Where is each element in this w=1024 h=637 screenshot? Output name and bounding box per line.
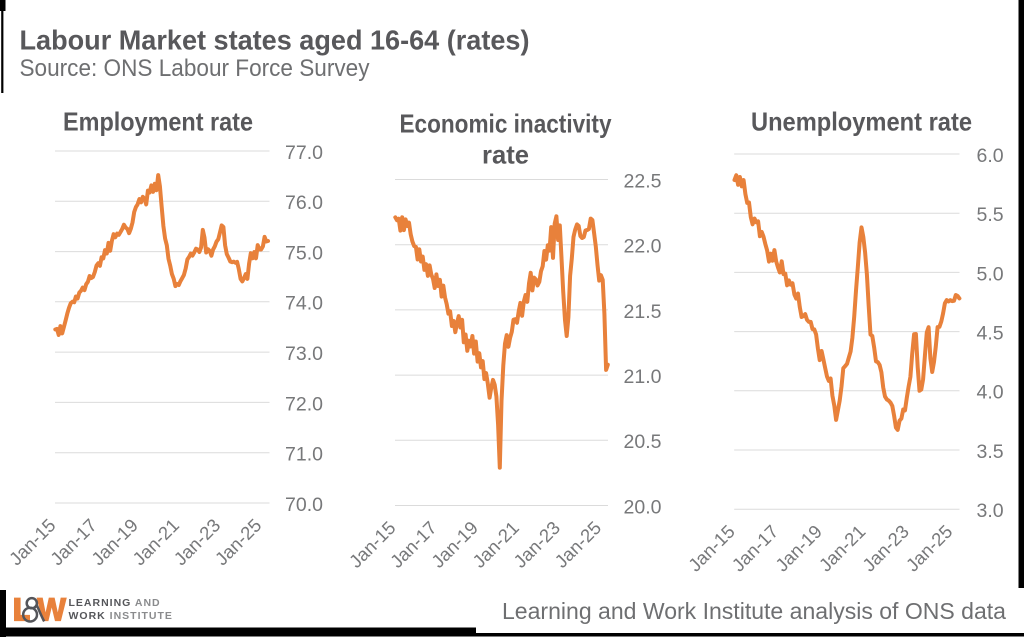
svg-text:3.0: 3.0 bbox=[977, 500, 1004, 522]
svg-text:76.0: 76.0 bbox=[285, 192, 323, 214]
svg-text:70.0: 70.0 bbox=[285, 494, 323, 516]
svg-text:22.5: 22.5 bbox=[624, 170, 662, 192]
svg-text:5.5: 5.5 bbox=[977, 204, 1004, 226]
svg-text:Jan-25: Jan-25 bbox=[902, 521, 957, 576]
svg-text:Employment rate: Employment rate bbox=[63, 107, 253, 137]
svg-text:21.0: 21.0 bbox=[624, 366, 662, 388]
svg-text:4.0: 4.0 bbox=[977, 382, 1004, 404]
svg-text:Jan-21: Jan-21 bbox=[815, 521, 870, 576]
svg-text:20.5: 20.5 bbox=[624, 431, 662, 453]
svg-text:Economic inactivity: Economic inactivity bbox=[400, 109, 612, 139]
svg-text:Labour Market states aged 16-6: Labour Market states aged 16-64 (rates) bbox=[20, 25, 530, 56]
svg-text:6.0: 6.0 bbox=[977, 145, 1004, 167]
svg-text:71.0: 71.0 bbox=[285, 444, 323, 466]
svg-text:20.0: 20.0 bbox=[624, 496, 662, 518]
svg-text:Unemployment rate: Unemployment rate bbox=[751, 107, 972, 137]
svg-text:Learning and Work Institute an: Learning and Work Institute analysis of … bbox=[502, 598, 1006, 624]
svg-text:75.0: 75.0 bbox=[285, 243, 323, 265]
svg-text:5.0: 5.0 bbox=[977, 263, 1004, 285]
svg-text:LEARNING AND: LEARNING AND bbox=[69, 597, 161, 609]
svg-text:4.5: 4.5 bbox=[977, 323, 1004, 345]
svg-text:Jan-17: Jan-17 bbox=[727, 521, 782, 576]
svg-text:Jan-23: Jan-23 bbox=[858, 521, 913, 576]
svg-text:73.0: 73.0 bbox=[285, 343, 323, 365]
svg-text:Jan-19: Jan-19 bbox=[771, 521, 826, 576]
svg-text:Jan-25: Jan-25 bbox=[550, 517, 605, 572]
svg-text:3.5: 3.5 bbox=[977, 441, 1004, 463]
svg-text:rate: rate bbox=[482, 140, 529, 170]
svg-text:21.5: 21.5 bbox=[624, 301, 662, 323]
svg-text:77.0: 77.0 bbox=[285, 142, 323, 164]
svg-text:Source: ONS Labour Force Surve: Source: ONS Labour Force Survey bbox=[20, 55, 370, 82]
svg-text:Jan-25: Jan-25 bbox=[211, 514, 266, 569]
svg-text:Jan-15: Jan-15 bbox=[684, 521, 739, 576]
svg-text:72.0: 72.0 bbox=[285, 393, 323, 415]
svg-text:WORK INSTITUTE: WORK INSTITUTE bbox=[69, 610, 173, 622]
svg-text:74.0: 74.0 bbox=[285, 293, 323, 315]
svg-text:22.0: 22.0 bbox=[624, 236, 662, 258]
